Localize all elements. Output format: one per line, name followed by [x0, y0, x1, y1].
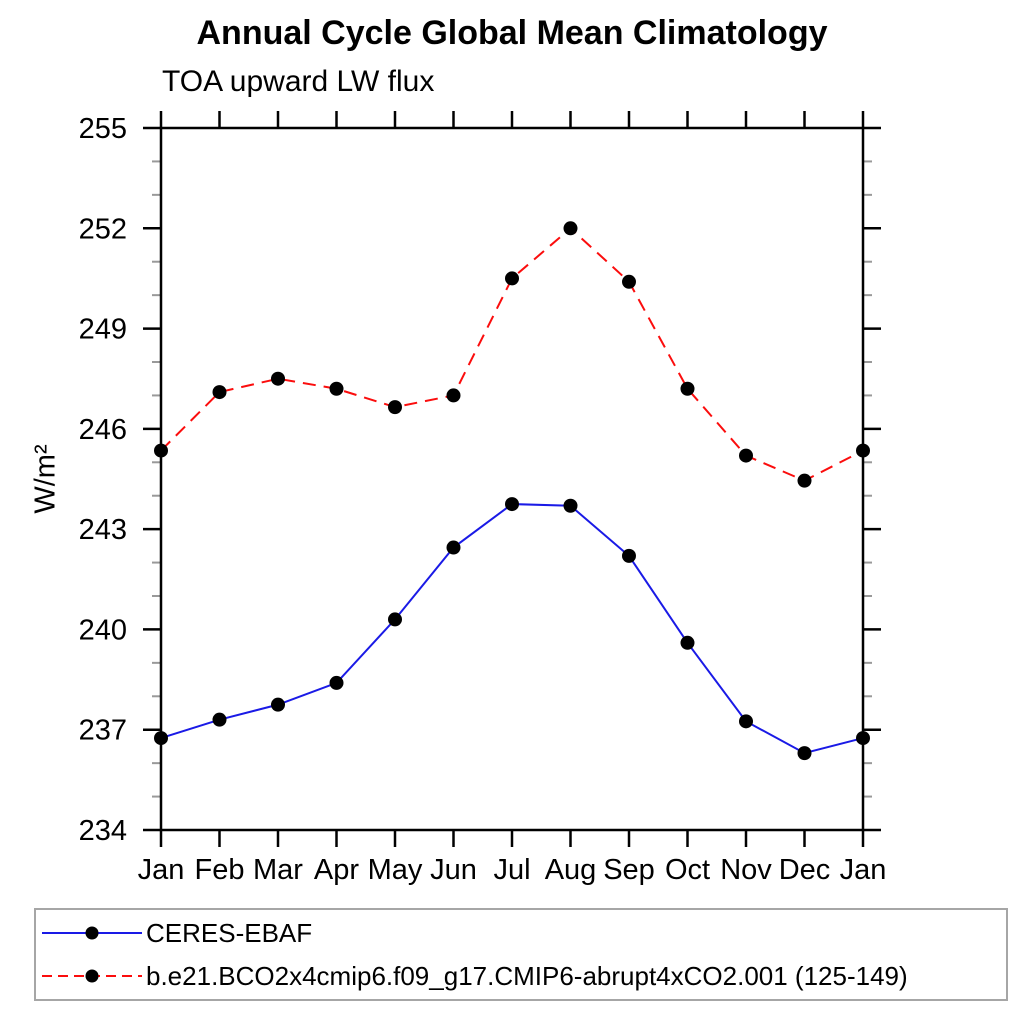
plot-frame	[159, 126, 865, 832]
legend-item-model-run: b.e21.BCO2x4cmip6.f09_g17.CMIP6-abrupt4x…	[40, 956, 1006, 996]
svg-text:234: 234	[79, 815, 127, 847]
chart-subtitle: TOA upward LW flux	[162, 65, 435, 98]
legend-line-sample-blue	[42, 926, 142, 940]
legend-sample-marker	[85, 926, 99, 940]
svg-text:Mar: Mar	[253, 854, 303, 886]
svg-text:243: 243	[79, 514, 127, 546]
series-markers-1	[154, 221, 870, 488]
series-line-0	[160, 503, 864, 755]
legend-label: b.e21.BCO2x4cmip6.f09_g17.CMIP6-abrupt4x…	[146, 960, 908, 991]
svg-text:Jun: Jun	[430, 854, 477, 886]
svg-text:252: 252	[79, 213, 127, 245]
svg-text:Jul: Jul	[493, 854, 530, 886]
x-tick-labels: Jan Feb Mar Apr May Jun Jul Aug Sep Oct Nov Dec Jan	[138, 854, 887, 886]
svg-text:255: 255	[79, 113, 127, 145]
series-line-1	[160, 226, 864, 482]
legend-label: CERES-EBAF	[146, 917, 313, 948]
x-axis-ticks	[159, 111, 865, 847]
series-markers-0	[154, 497, 870, 761]
y-axis-ticks	[143, 126, 881, 832]
svg-text:Dec: Dec	[779, 854, 831, 886]
svg-text:Oct: Oct	[665, 854, 710, 886]
svg-text:Feb: Feb	[195, 854, 245, 886]
svg-text:246: 246	[79, 414, 127, 446]
svg-text:Sep: Sep	[603, 854, 655, 886]
legend-box: CERES-EBAF b.e21.BCO2x4cmip6.f09_g17.CMI…	[34, 908, 1008, 1001]
svg-text:240: 240	[79, 614, 127, 646]
svg-text:Nov: Nov	[720, 854, 772, 886]
svg-text:May: May	[368, 854, 423, 886]
chart-title: Annual Cycle Global Mean Climatology	[196, 14, 828, 52]
svg-text:Jan: Jan	[840, 854, 887, 886]
y-tick-labels: 234 237 240 243 246 249 252 255	[79, 113, 127, 847]
svg-text:Jan: Jan	[138, 854, 185, 886]
legend-line-sample-red	[42, 969, 142, 983]
svg-text:Aug: Aug	[545, 854, 597, 886]
legend-item-ceres-ebaf: CERES-EBAF	[40, 913, 1006, 953]
svg-text:Apr: Apr	[314, 854, 359, 886]
svg-text:237: 237	[79, 715, 127, 747]
svg-text:249: 249	[79, 314, 127, 346]
legend-sample-marker	[85, 969, 99, 983]
